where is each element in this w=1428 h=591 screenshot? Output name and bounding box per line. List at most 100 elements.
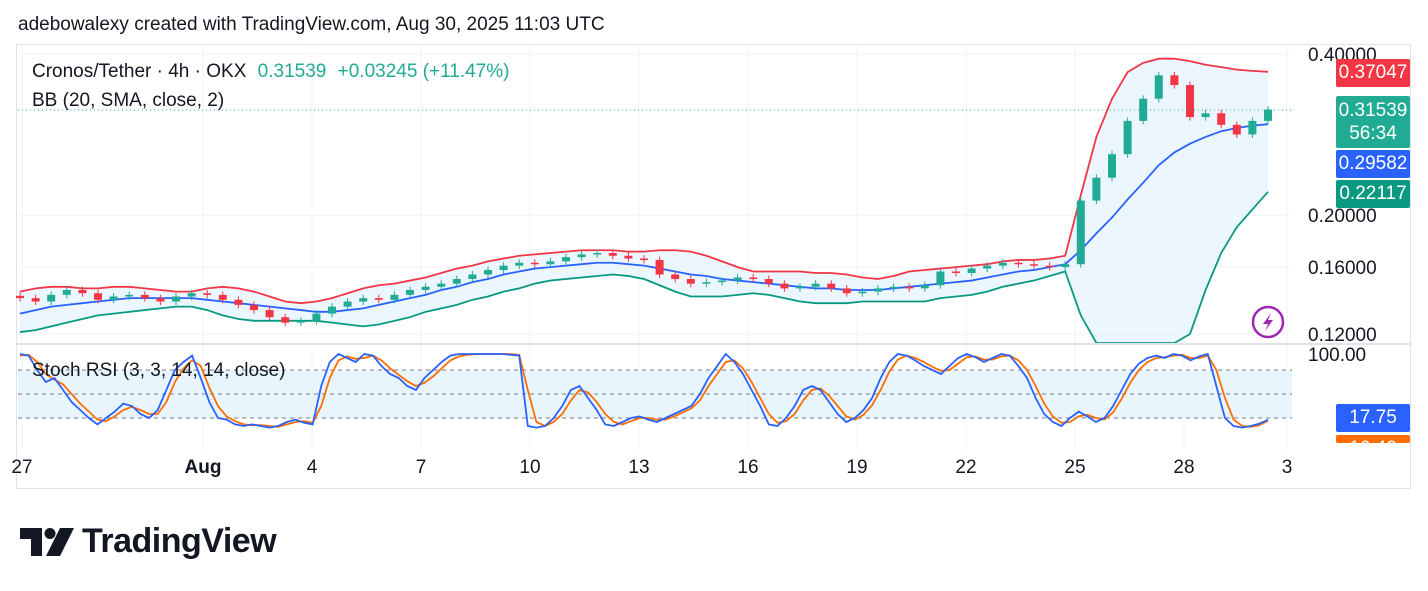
candle <box>437 283 446 287</box>
candle <box>328 306 336 314</box>
time-tick-label: 10 <box>519 457 540 478</box>
candle <box>1076 200 1085 265</box>
candle <box>811 283 820 287</box>
time-tick-label: 7 <box>416 457 427 478</box>
candle <box>374 298 383 300</box>
time-tick-label: Aug <box>185 457 222 478</box>
candle <box>546 261 555 265</box>
candle <box>468 274 477 280</box>
candle <box>1045 265 1054 268</box>
last-price-tag-value: 0.31539 <box>1338 100 1408 121</box>
time-tick-label: 25 <box>1064 457 1085 478</box>
candle <box>686 279 695 284</box>
candle <box>265 310 274 318</box>
candle <box>827 283 836 289</box>
candle <box>920 285 929 289</box>
candle <box>140 294 149 299</box>
candle <box>187 293 196 297</box>
candle <box>390 294 399 300</box>
candle <box>1232 124 1241 135</box>
basis-tag: 0.29582 <box>1336 150 1410 178</box>
candle <box>343 301 352 307</box>
candle <box>78 289 87 294</box>
candle <box>125 294 134 297</box>
candle <box>1248 120 1257 135</box>
bb-indicator-label: BB (20, SMA, close, 2) <box>32 90 225 111</box>
candle <box>406 289 414 295</box>
candle <box>31 298 40 302</box>
candle <box>1201 113 1210 118</box>
candle <box>1170 75 1179 86</box>
price-tick-label: 0.16000 <box>1308 258 1377 279</box>
stoch-tick-label: 100.00 <box>1308 345 1366 366</box>
symbol-label: Cronos/Tether · 4h · OKX <box>32 61 247 82</box>
candle <box>452 279 461 284</box>
candle <box>1061 264 1070 268</box>
candle <box>842 288 851 294</box>
candle <box>624 255 633 259</box>
lower-band-tag: 0.22117 <box>1336 180 1410 208</box>
lightning-icon[interactable] <box>1251 305 1285 339</box>
candle <box>998 262 1007 266</box>
candle <box>218 294 227 300</box>
candle <box>733 277 742 281</box>
time-tick-label: 22 <box>955 457 976 478</box>
candle <box>109 296 118 300</box>
symbol-legend[interactable]: Cronos/Tether · 4h · OKX 0.31539 +0.0324… <box>32 61 509 83</box>
candle <box>250 304 258 311</box>
candle <box>499 265 508 271</box>
candles <box>16 71 1272 327</box>
time-tick-label: 3 <box>1282 457 1293 478</box>
candle <box>796 286 804 289</box>
price-change-value: +0.03245 (+11.47%) <box>337 61 510 82</box>
bb-upper-line <box>19 57 1269 305</box>
candle <box>640 258 648 261</box>
candle <box>312 313 321 321</box>
time-tick-label: 16 <box>737 457 758 478</box>
chart-frame[interactable] <box>16 44 1411 489</box>
candle <box>874 288 882 292</box>
candle <box>281 317 290 323</box>
candle <box>515 262 524 266</box>
candle <box>936 271 945 286</box>
candle <box>702 282 711 284</box>
candle <box>952 271 960 273</box>
candle <box>718 280 726 283</box>
upper-band-tag: 0.37047 <box>1336 59 1410 87</box>
stoch-d-tag: 16.42 <box>1336 435 1410 443</box>
stoch-rsi-pane: 100.00 <box>18 345 1366 429</box>
candle <box>593 252 602 255</box>
price-tick-label: 0.12000 <box>1308 325 1377 346</box>
last-price-tag: 0.31539 56:34 <box>1336 96 1410 148</box>
brand-name: TradingView <box>82 522 277 560</box>
candle <box>749 277 758 280</box>
candle <box>156 298 165 302</box>
candle <box>530 262 539 265</box>
candle <box>234 299 243 305</box>
time-tick-label: 27 <box>11 457 32 478</box>
candle <box>47 294 56 302</box>
bb-legend[interactable]: BB (20, SMA, close, 2) <box>32 90 224 112</box>
bar-countdown: 56:34 <box>1349 123 1397 144</box>
candle <box>967 268 976 273</box>
candle <box>858 291 867 294</box>
candle <box>484 270 492 275</box>
stoch-k-tag: 17.75 <box>1336 404 1410 432</box>
candle <box>764 279 773 284</box>
tradingview-logo-icon <box>20 527 74 556</box>
time-tick-label: 28 <box>1173 457 1194 478</box>
candle <box>671 274 680 280</box>
candle <box>296 320 305 323</box>
stoch-rsi-legend[interactable]: Stoch RSI (3, 3, 14, 14, close) <box>32 360 285 382</box>
candle <box>62 289 71 295</box>
candle <box>608 252 617 256</box>
candle <box>1264 109 1272 121</box>
candle <box>203 293 212 295</box>
candle <box>1092 177 1101 201</box>
time-tick-label: 4 <box>307 457 318 478</box>
tradingview-brand[interactable]: TradingView <box>20 522 277 561</box>
candle <box>1186 85 1194 118</box>
price-tick-label: 0.20000 <box>1308 206 1377 227</box>
candle <box>1123 120 1132 155</box>
